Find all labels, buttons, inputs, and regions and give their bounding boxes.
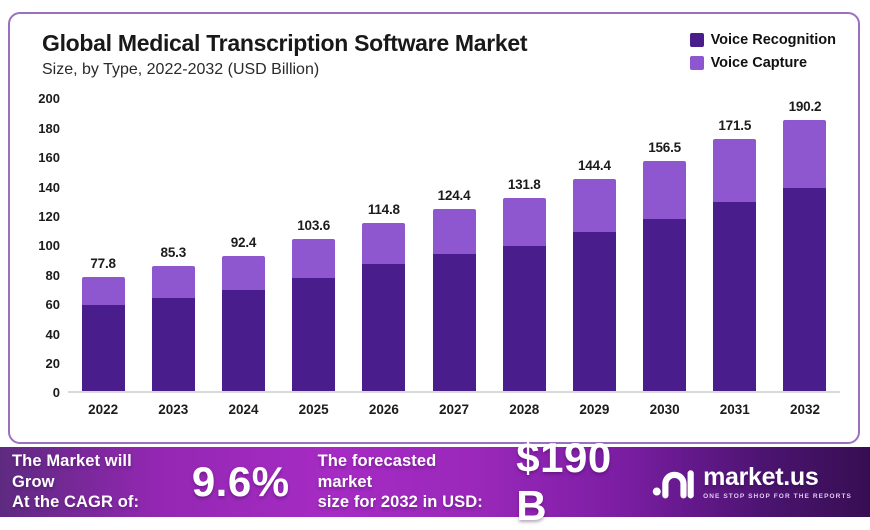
bar-value-label: 85.3 [160, 245, 187, 261]
legend-label: Voice Capture [710, 55, 808, 71]
chart-header: Global Medical Transcription Software Ma… [24, 28, 844, 79]
x-tick-label: 2029 [579, 402, 610, 418]
bar-group-2026: 114.8 [349, 99, 419, 392]
bottom-banner: The Market will Grow At the CAGR of: 9.6… [0, 434, 870, 529]
voice-capture-swatch-icon [689, 56, 704, 70]
cagr-label: The Market will Grow At the CAGR of: [12, 451, 176, 513]
y-axis: 0 20 40 60 80 100 120 140 160 180 200 [24, 91, 68, 400]
y-tick-label: 100 [38, 238, 60, 254]
legend-item-voice-capture: Voice Capture [689, 55, 836, 71]
x-tick-label: 2032 [789, 402, 820, 418]
bar-segment-voice-recognition [432, 254, 476, 392]
y-tick-label: 80 [45, 267, 60, 283]
bar-segment-voice-capture [713, 139, 757, 202]
bar-segment-voice-recognition [502, 245, 546, 392]
bar-group-2025: 103.6 [279, 99, 349, 392]
y-tick-label: 120 [38, 209, 60, 225]
bar-value-label: 103.6 [297, 218, 331, 234]
brand-text-block: market.us ONE STOP SHOP FOR THE REPORTS [703, 462, 852, 500]
legend-label: Voice Recognition [710, 32, 836, 48]
forecast-label-line2: size for 2032 in USD: [317, 493, 483, 512]
bar-group-2030: 156.5 [630, 99, 700, 392]
forecast-value: $190 B [516, 434, 612, 529]
cagr-value: 9.6% [191, 458, 290, 505]
x-tick-label: 2026 [368, 402, 399, 418]
bar-segment-voice-recognition [292, 277, 336, 392]
brand-name: market.us [703, 462, 819, 491]
bar-value-label: 92.4 [230, 234, 257, 250]
bar-group-2024: 92.4 [208, 99, 278, 392]
bar-group-2027: 124.4 [419, 99, 489, 392]
bar-group-2022: 77.8 [68, 99, 138, 392]
bar-segment-voice-capture [432, 208, 476, 254]
x-tick-label: 2023 [158, 402, 189, 418]
x-tick-label: 2030 [649, 402, 680, 418]
cagr-label-line2: At the CAGR of: [12, 493, 140, 512]
bar-value-label: 171.5 [718, 118, 752, 134]
bar-segment-voice-recognition [81, 304, 125, 392]
bar-value-label: 77.8 [90, 256, 116, 272]
bar-segment-voice-capture [81, 277, 125, 305]
bar-value-label: 190.2 [788, 99, 822, 115]
y-tick-label: 20 [45, 356, 60, 372]
bar-group-2032: 190.2 [770, 99, 840, 392]
bar-segment-voice-capture [221, 255, 265, 290]
bar-segment-voice-capture [502, 197, 546, 246]
x-tick-label: 2024 [228, 402, 259, 418]
bar-value-label: 144.4 [578, 158, 611, 174]
bar-value-label: 156.5 [648, 140, 681, 156]
bar-segment-voice-recognition [783, 188, 827, 392]
marketus-logo-icon [652, 470, 694, 499]
bar-segment-voice-capture [362, 222, 406, 264]
bar-group-2031: 171.5 [700, 99, 770, 392]
chart-card: Global Medical Transcription Software Ma… [8, 12, 860, 444]
bar-group-2023: 85.3 [138, 99, 208, 392]
bar-segment-voice-capture [643, 161, 687, 219]
x-tick-label: 2025 [298, 402, 329, 418]
bar-segment-voice-recognition [151, 297, 195, 392]
brand-tagline: ONE STOP SHOP FOR THE REPORTS [703, 492, 852, 500]
bar-segment-voice-capture [292, 239, 336, 278]
bar-group-2029: 144.4 [559, 99, 629, 392]
bar-value-label: 131.8 [507, 176, 541, 192]
bar-segment-voice-recognition [713, 201, 757, 392]
y-tick-label: 40 [45, 326, 60, 342]
legend-item-voice-recognition: Voice Recognition [689, 32, 836, 48]
bar-value-label: 114.8 [367, 201, 400, 217]
bar-segment-voice-capture [783, 120, 827, 189]
bar-value-label: 124.4 [437, 187, 471, 203]
forecast-label: The forecasted market size for 2032 in U… [318, 451, 493, 513]
bar-segment-voice-recognition [643, 218, 687, 392]
title-block: Global Medical Transcription Software Ma… [42, 30, 528, 79]
x-tick-label: 2022 [88, 402, 119, 418]
forecast-label-line1: The forecasted market [317, 452, 437, 491]
y-tick-label: 180 [38, 120, 60, 136]
chart-area: 0 20 40 60 80 100 120 140 160 180 200 77.8 85.3 92.4… [24, 91, 844, 400]
bar-segment-voice-recognition [362, 263, 406, 392]
y-tick-label: 140 [38, 179, 60, 195]
chart-subtitle: Size, by Type, 2022-2032 (USD Billion) [42, 61, 320, 79]
bar-group-2028: 131.8 [489, 99, 559, 392]
bar-segment-voice-recognition [572, 231, 616, 392]
x-tick-label: 2031 [719, 402, 750, 418]
bar-segment-voice-recognition [221, 289, 265, 392]
plot-area: 77.8 85.3 92.4 103.6 114.8 124.4 131.8 144.4 156… [68, 99, 840, 394]
x-axis-labels: 2022 2023 2024 2025 2026 2027 2028 2029 2030 2031… [68, 402, 844, 417]
voice-recognition-swatch-icon [689, 33, 704, 47]
x-tick-label: 2027 [439, 402, 470, 418]
bar-segment-voice-capture [572, 179, 616, 232]
brand-logo: market.us ONE STOP SHOP FOR THE REPORTS [652, 462, 856, 500]
y-tick-label: 160 [38, 150, 60, 166]
y-tick-label: 200 [38, 91, 60, 107]
cagr-label-line1: The Market will Grow [12, 452, 132, 491]
chart-title: Global Medical Transcription Software Ma… [42, 30, 528, 56]
y-tick-label: 60 [45, 297, 60, 313]
y-tick-label: 0 [52, 385, 60, 401]
x-tick-label: 2028 [509, 402, 540, 418]
chart-legend: Voice Recognition Voice Capture [689, 32, 838, 71]
bar-segment-voice-capture [151, 266, 195, 298]
